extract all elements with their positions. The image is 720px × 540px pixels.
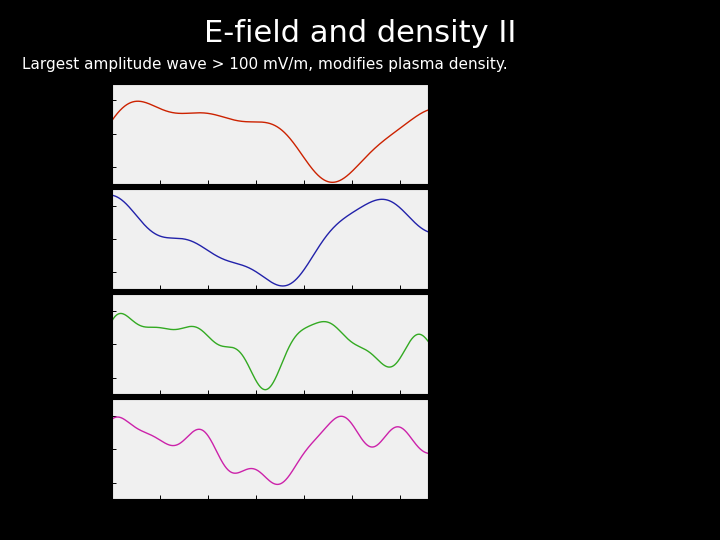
Y-axis label: Ez (mV/m): Ez (mV/m): [73, 315, 84, 373]
Y-axis label: Ey (mV/m): Ey (mV/m): [73, 210, 84, 268]
Y-axis label: Ex-Ey
(mV/m): Ex-Ey (mV/m): [62, 428, 84, 470]
Text: Largest amplitude wave > 100 mV/m, modifies plasma density.: Largest amplitude wave > 100 mV/m, modif…: [22, 57, 507, 72]
Text: E-field and density II: E-field and density II: [204, 19, 516, 48]
Y-axis label: Ex (mV/m): Ex (mV/m): [73, 104, 84, 163]
X-axis label: Time (sec): Time (sec): [241, 520, 299, 530]
Title: 09-Apr-2007, 10:13:14.449: 09-Apr-2007, 10:13:14.449: [186, 71, 354, 84]
